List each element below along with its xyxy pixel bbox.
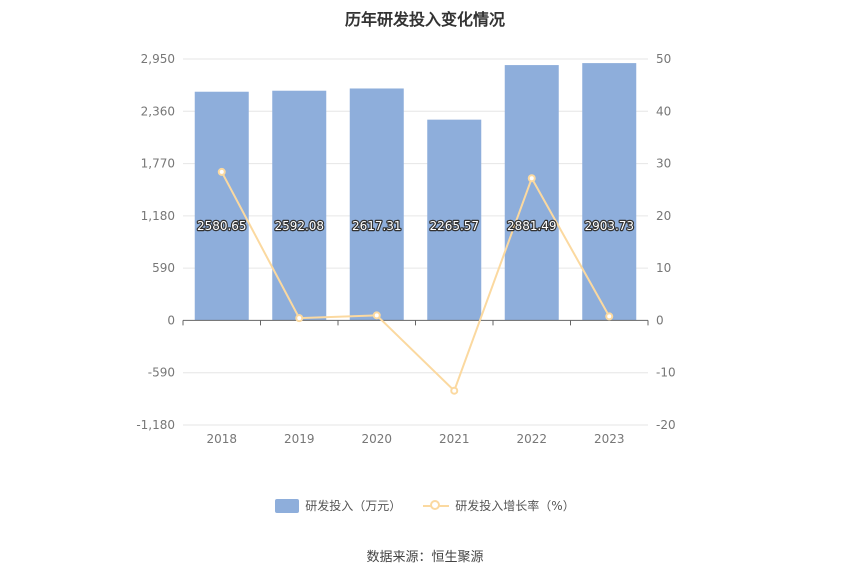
bar-2023: [582, 63, 637, 321]
y-left-tick-label: 2,360: [141, 104, 175, 118]
y-right-tick-label: -20: [656, 418, 676, 432]
y-left-tick-label: -590: [148, 366, 175, 380]
legend-label-growth-rate: 研发投入增长率（%）: [455, 499, 575, 513]
legend-line-swatch: [423, 499, 450, 513]
y-left-tick-label: 2,950: [141, 52, 175, 66]
growth-point-2022: [527, 174, 536, 183]
growth-rate-line: [220, 171, 611, 393]
y-left-tick-label: 1,770: [141, 157, 175, 171]
y-right-tick-label: 30: [656, 157, 671, 171]
y-left-tick-label: -1,180: [136, 418, 175, 432]
chart-legend: 研发投入（万元） 研发投入增长率（%）: [0, 497, 850, 514]
bar-data-label: 2592.08: [274, 219, 324, 233]
legend-bar-swatch: [275, 498, 300, 513]
y-right-tick-label: 20: [656, 209, 671, 223]
growth-point-2020: [372, 311, 381, 320]
legend-label-rd-investment: 研发投入（万元）: [305, 499, 402, 513]
bar-data-label: 2617.31: [352, 219, 402, 233]
x-tick-label: 2022: [516, 432, 547, 446]
bar-data-label: 2903.73: [584, 219, 634, 233]
bar-2021: [427, 119, 482, 321]
legend-item-rd-investment[interactable]: 研发投入（万元）: [275, 497, 401, 514]
x-tick-label: 2019: [284, 432, 315, 446]
bar-data-label: 2881.49: [507, 219, 557, 233]
bar-data-label: 2265.57: [429, 219, 479, 233]
y-right-tick-label: 40: [656, 104, 671, 118]
growth-point-2019: [295, 314, 304, 323]
legend-item-growth-rate[interactable]: 研发投入增长率（%）: [423, 497, 575, 514]
y-left-tick-label: 590: [152, 261, 175, 275]
bar-2022: [504, 65, 559, 321]
y-right-tick-label: 0: [656, 313, 664, 327]
y-left-tick-label: 1,180: [141, 209, 175, 223]
y-right-tick-label: 10: [656, 261, 671, 275]
growth-point-2023: [605, 312, 614, 321]
y-left-tick-label: 0: [167, 313, 175, 327]
chart-title: 历年研发投入变化情况: [344, 10, 505, 29]
growth-point-2021: [450, 386, 459, 395]
x-tick-label: 2018: [206, 432, 237, 446]
bar-2019: [272, 90, 327, 321]
x-tick-label: 2020: [361, 432, 392, 446]
x-tick-label: 2023: [594, 432, 625, 446]
y-right-tick-label: -10: [656, 366, 676, 380]
bar-2020: [349, 88, 404, 321]
x-tick-label: 2021: [439, 432, 470, 446]
data-source: 数据来源：恒生聚源: [366, 550, 484, 565]
bar-data-label: 2580.65: [197, 219, 247, 233]
growth-point-2018: [217, 167, 226, 176]
y-right-tick-label: 50: [656, 52, 671, 66]
